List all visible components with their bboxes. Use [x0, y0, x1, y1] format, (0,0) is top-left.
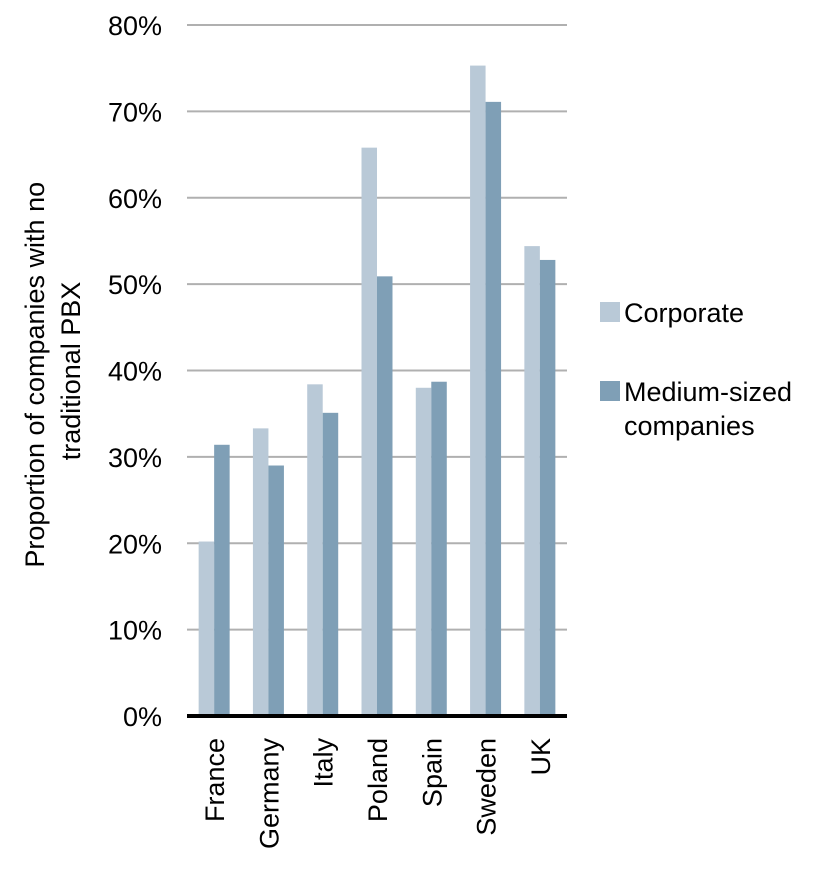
- legend-label-medium-line-2: companies: [624, 411, 755, 441]
- y-tick-label-0: 0%: [123, 702, 162, 732]
- y-axis-title: Proportion of companies with no traditio…: [20, 174, 86, 568]
- bar-medium-sized-companies-germany: [268, 465, 284, 716]
- bar-medium-sized-companies-italy: [322, 412, 339, 716]
- x-axis-tick-labels: France Germany Italy Poland Spain Sweden UK: [200, 738, 556, 850]
- y-tick-label-80: 80%: [108, 11, 162, 41]
- bar-corporate-spain: [415, 387, 432, 716]
- y-axis-title-text: Proportion of companies with no traditio…: [20, 174, 86, 567]
- bar-corporate-france: [198, 541, 215, 716]
- x-tick-label-uk: UK: [526, 738, 556, 776]
- y-tick-label-10: 10%: [108, 616, 162, 646]
- legend-swatch-medium-sized-companies: [600, 381, 620, 401]
- bar-medium-sized-companies-france: [214, 444, 230, 716]
- y-tick-label-70: 70%: [108, 97, 162, 127]
- y-axis-title-line-2: traditional PBX: [56, 282, 86, 461]
- legend-label-medium-line-1: Medium-sized: [624, 377, 792, 407]
- y-axis-tick-labels: 0% 10% 20% 30% 40% 50% 60% 70% 80%: [108, 11, 162, 732]
- y-axis-title-line-1: Proportion of companies with no: [20, 182, 50, 568]
- bars: [198, 65, 556, 717]
- bar-corporate-sweden: [470, 65, 486, 716]
- bar-corporate-italy: [307, 384, 323, 716]
- x-tick-label-poland: Poland: [363, 738, 393, 822]
- legend-swatch-corporate: [600, 302, 620, 322]
- y-tick-label-20: 20%: [108, 529, 162, 559]
- y-tick-label-40: 40%: [108, 357, 162, 387]
- legend-label-medium-sized-companies: Medium-sized companies: [624, 377, 800, 441]
- bar-medium-sized-companies-spain: [431, 381, 447, 716]
- y-tick-label-30: 30%: [108, 443, 162, 473]
- bar-medium-sized-companies-sweden: [485, 101, 502, 716]
- bar-corporate-poland: [361, 147, 377, 717]
- legend-label-corporate: Corporate: [624, 298, 744, 328]
- legend-label-corporate-line-1: Corporate: [624, 298, 744, 328]
- x-tick-label-italy: Italy: [309, 738, 339, 788]
- y-tick-label-60: 60%: [108, 184, 162, 214]
- bar-medium-sized-companies-uk: [539, 259, 556, 716]
- x-tick-label-spain: Spain: [417, 738, 447, 807]
- bar-medium-sized-companies-poland: [377, 276, 393, 716]
- legend: Corporate Medium-sized companies: [600, 298, 800, 441]
- x-tick-label-germany: Germany: [254, 738, 284, 850]
- y-tick-label-50: 50%: [108, 270, 162, 300]
- bar-corporate-uk: [524, 246, 540, 716]
- bar-corporate-germany: [252, 428, 269, 716]
- x-tick-label-sweden: Sweden: [472, 738, 502, 836]
- x-tick-label-france: France: [200, 738, 230, 822]
